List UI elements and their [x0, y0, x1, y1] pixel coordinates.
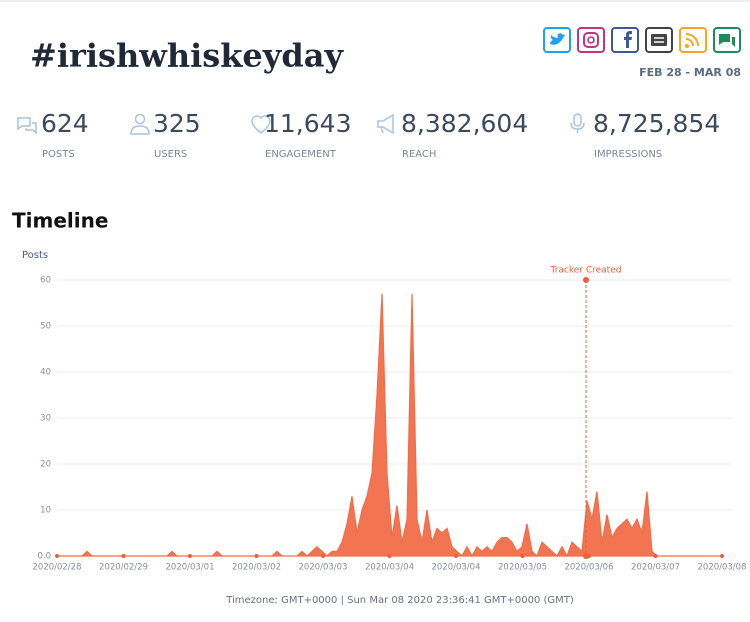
stat-label: USERS — [154, 149, 187, 160]
x-tick-label: 2020/02/29 — [99, 563, 148, 573]
annotation-dot — [583, 553, 589, 559]
x-tick-label: 2020/03/03 — [299, 563, 348, 573]
x-tick-dot — [321, 554, 325, 558]
engagement-icon — [251, 115, 271, 134]
page-title: #irishwhiskeyday — [30, 37, 344, 75]
timeline-chart: 0.0 10 20 30 40 50 60 2020/02/28 2020/02/29 2020/… — [33, 266, 747, 573]
x-tick-label: 2020/03/01 — [166, 563, 215, 573]
section-title: Timeline — [12, 209, 108, 233]
news-glyph — [651, 34, 667, 46]
y-tick-label: 20 — [40, 460, 51, 470]
impressions-icon — [570, 122, 585, 133]
x-tick-label: 2020/03/04 — [365, 563, 414, 573]
x-tick-dot — [121, 554, 126, 558]
x-tick-dot — [188, 554, 192, 558]
x-tick-dot — [653, 554, 658, 558]
stat-value: 8,382,604 — [401, 109, 528, 138]
annotation: Tracker Created — [550, 266, 622, 276]
y-tick-label: 60 — [40, 276, 51, 286]
rss-glyph — [685, 44, 689, 48]
stat-value: 325 — [153, 109, 201, 138]
twitter-glyph — [550, 33, 565, 45]
chat-glyph — [719, 34, 730, 45]
users-icon — [134, 113, 146, 125]
x-tick-label: 2020/03/05 — [498, 563, 547, 573]
instagram-icon[interactable] — [577, 27, 605, 53]
y-tick-label: 30 — [40, 414, 51, 424]
x-tick-label: 2020/03/06 — [565, 563, 614, 573]
x-tick-dot — [520, 554, 525, 558]
annotation-dot — [583, 277, 589, 283]
social-icons — [543, 27, 741, 53]
stat-value: 11,643 — [264, 109, 351, 138]
x-tick-label: 2020/02/28 — [33, 563, 82, 573]
posts-icon — [17, 117, 37, 135]
users-icon — [130, 125, 150, 135]
stat-value: 8,725,854 — [593, 109, 720, 138]
stat-label: IMPRESSIONS — [594, 149, 662, 160]
y-tick-label: 0.0 — [37, 552, 51, 562]
y-tick-label: 50 — [40, 322, 51, 332]
rss-glyph — [685, 33, 699, 47]
x-tick-label: 2020/03/04 — [432, 563, 481, 573]
x-tick-dot — [387, 554, 392, 558]
x-tick-label: 2020/03/02 — [232, 563, 281, 573]
reach-icon — [377, 113, 394, 135]
instagram-glyph — [587, 36, 595, 44]
x-tick-label: 2020/03/07 — [631, 563, 680, 573]
rss-icon[interactable] — [679, 27, 707, 53]
facebook-glyph — [624, 31, 632, 48]
x-tick-dot — [454, 554, 458, 558]
footer: Timezone: GMT+0000 | Sun Mar 08 2020 23:… — [225, 595, 574, 606]
x-tick-dot — [720, 554, 724, 558]
date-range: FEB 28 - MAR 08 — [639, 66, 741, 79]
impressions-icon — [573, 113, 582, 127]
x-tick-dot — [55, 554, 59, 558]
stat-label: POSTS — [42, 149, 75, 160]
instagram-glyph — [583, 32, 599, 48]
stat-label: REACH — [402, 149, 436, 160]
chat-glyph — [725, 37, 735, 47]
y-tick-label: 40 — [40, 368, 51, 378]
stat-icons — [17, 113, 585, 135]
x-tick-label: 2020/03/08 — [698, 563, 747, 573]
stat-label: ENGAGEMENT — [265, 149, 337, 160]
area — [57, 293, 722, 558]
y-axis-label: Posts — [22, 250, 48, 261]
y-tick-label: 10 — [40, 506, 51, 516]
x-tick-dot — [254, 554, 259, 558]
stat-value: 624 — [41, 109, 89, 138]
